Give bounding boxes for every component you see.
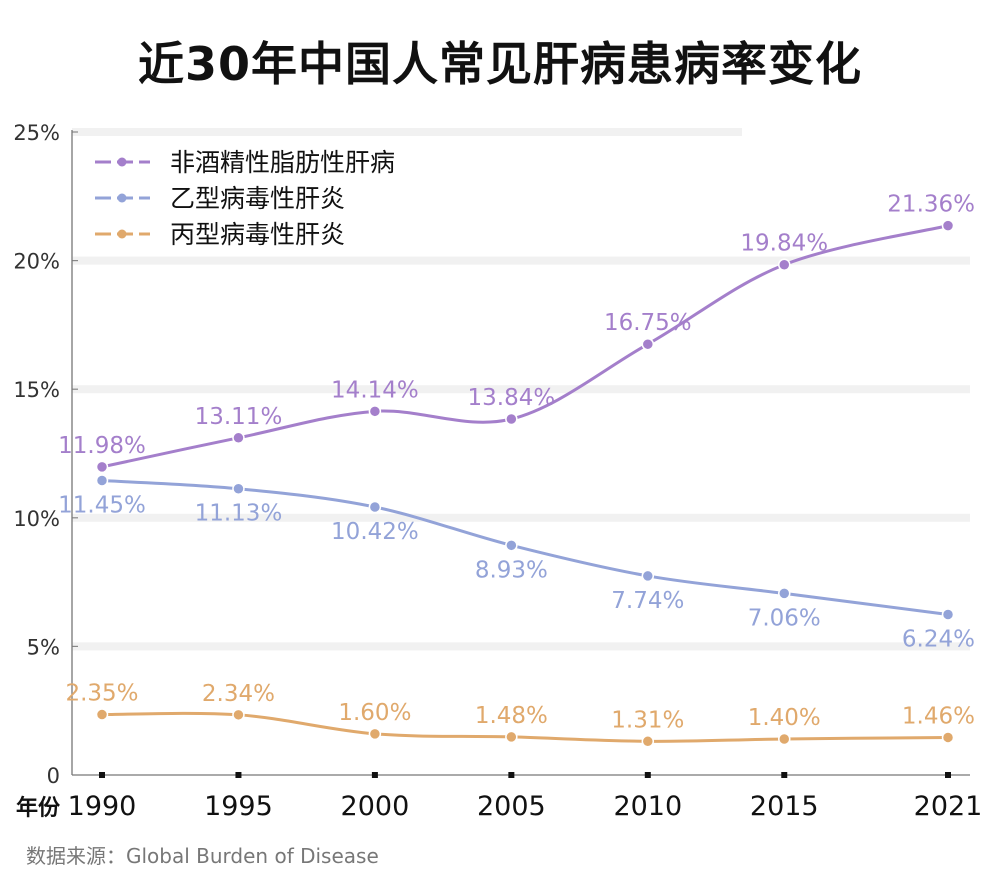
x-tick-label: 2021 [914,791,983,822]
data-point [95,474,109,487]
gridline [72,385,970,394]
data-point [95,708,109,721]
y-tick-label: 0 [47,764,60,788]
data-point [778,732,791,746]
data-point [368,405,382,418]
data-point [232,431,245,445]
data-source: 数据来源：Global Burden of Disease [26,844,379,868]
x-tick [235,772,242,778]
data-label: 10.42% [331,519,419,545]
data-label: 11.98% [58,433,146,459]
data-point [368,727,382,741]
data-label: 2.35% [65,681,138,707]
legend-label: 丙型病毒性肝炎 [170,220,345,249]
x-tick-label: 1990 [68,791,137,822]
y-tick-label: 15% [13,378,60,402]
gridline [72,513,970,522]
x-tick [99,772,105,778]
y-tick-label: 10% [13,507,60,531]
x-axis-label: 年份 [16,795,61,821]
data-point [505,539,518,552]
data-point [641,735,655,748]
x-tick-label: 2010 [613,791,682,822]
x-tick-label: 1995 [204,791,273,822]
data-point [641,337,655,351]
legend-marker [117,229,127,239]
data-label: 1.46% [902,703,975,729]
data-label: 1.40% [748,705,821,731]
gridline [72,642,970,651]
data-label: 11.13% [195,501,283,527]
data-point [778,587,791,600]
data-point [941,608,955,621]
x-tick [644,772,651,778]
data-point [95,460,109,474]
data-label: 6.24% [902,627,975,653]
data-point [941,731,955,744]
series-2: 2.35% 2.34% 1.60% 1.48% 1.31% 1.40% 1.46% [65,681,975,748]
gridline [72,256,970,265]
gridline [72,128,742,136]
x-tick [781,772,788,778]
data-point [232,482,245,495]
data-point [641,569,655,583]
data-point [368,500,382,514]
data-label: 13.84% [468,385,556,411]
x-tick-label: 2005 [477,791,546,822]
data-point [941,219,955,232]
data-point [232,708,245,722]
data-label: 8.93% [475,557,548,583]
y-tick-label: 5% [27,635,60,659]
legend-marker [117,157,127,167]
data-label: 1.60% [338,700,411,726]
data-label: 14.14% [331,377,419,403]
x-tick [371,772,378,778]
series-1: 11.45% 11.13% 10.42% 8.93% 7.74% 7.06% 6.24% [58,474,975,653]
data-label: 16.75% [604,310,692,336]
data-point [778,258,791,271]
data-label: 1.31% [611,707,684,733]
data-label: 19.84% [740,231,828,257]
data-label: 1.48% [475,703,548,729]
legend-label: 非酒精性脂肪性肝病 [170,148,395,177]
x-tick-label: 2015 [750,791,819,822]
data-point [505,730,518,744]
x-tick-label: 2000 [341,791,410,822]
y-tick-label: 20% [13,250,60,274]
data-point [505,412,518,426]
legend-label: 乙型病毒性肝炎 [170,184,345,213]
series-0: 11.98% 13.11% 14.14% 13.84% 16.75% 19.84% 21.3… [58,192,975,474]
chart-title: 近30年中国人常见肝病患病率变化 [137,37,862,91]
x-tick [508,772,515,778]
legend-marker [117,193,127,203]
y-tick-label: 25% [13,121,60,145]
data-label: 7.06% [748,605,821,631]
data-label: 7.74% [611,588,684,614]
data-label: 21.36% [887,192,975,218]
data-label: 2.34% [202,681,275,707]
data-label: 11.45% [58,493,146,519]
x-tick [945,772,951,778]
data-label: 13.11% [195,404,283,430]
